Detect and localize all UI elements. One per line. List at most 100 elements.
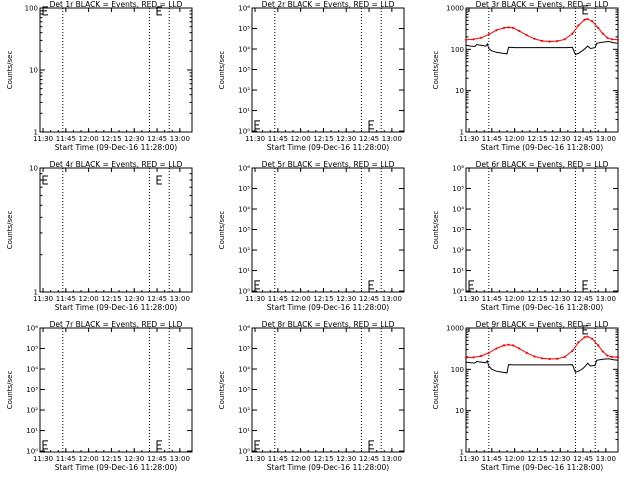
- x-tick-label: 13:00: [596, 295, 616, 303]
- x-tick-label: 11:45: [482, 135, 502, 143]
- lld-data-point: [610, 38, 614, 41]
- lld-data-point: [563, 38, 566, 41]
- x-tick-label: 12:00: [291, 455, 311, 463]
- lld-data-point: [507, 26, 510, 29]
- x-tick-label: 12:45: [359, 135, 379, 143]
- y-axis-label: Counts/sec: [432, 51, 440, 90]
- y-tick-label: 1: [34, 129, 38, 137]
- y-tick-label: 10⁵: [26, 345, 38, 353]
- plot-panel-4: Det 4r BLACK = Events, RED = LLD 11:30 11:…: [6, 160, 193, 312]
- event-marker: [582, 5, 589, 15]
- y-tick-label: 10⁶: [238, 165, 250, 173]
- plot-title: Det 1r BLACK = Events, RED = LLD: [50, 0, 183, 9]
- x-tick-label: 12:00: [505, 135, 525, 143]
- plot-panel-7: Det 7r BLACK = Events, RED = LLD 11:30 11:…: [6, 320, 193, 472]
- y-tick-label: 10⁰: [26, 448, 38, 456]
- x-tick-label: 13:00: [382, 295, 402, 303]
- plot-panel-2: Det 2r BLACK = Events, RED = LLD 11:30 11:…: [218, 0, 405, 152]
- x-tick-label: 12:00: [291, 295, 311, 303]
- plot-frame: [39, 167, 193, 293]
- x-tick-label: 12:45: [573, 135, 593, 143]
- x-tick-label: 12:30: [124, 135, 144, 143]
- lld-data-point: [487, 351, 490, 354]
- x-tick-label: 11:45: [268, 455, 288, 463]
- lld-data-point: [616, 356, 620, 359]
- y-axis-label: Counts/sec: [6, 51, 14, 90]
- lld-data-point: [512, 344, 515, 347]
- lld-data-point: [472, 38, 475, 41]
- y-tick-label: 10: [29, 67, 38, 75]
- lld-data-point: [540, 39, 544, 42]
- lld-data-point: [495, 29, 498, 32]
- x-axis-label: Start Time (09-Dec-16 11:28:00): [481, 303, 603, 312]
- lld-data-point: [586, 17, 589, 21]
- y-tick-label: 1: [460, 129, 464, 137]
- y-tick-label: 1: [460, 449, 464, 457]
- event-marker: [368, 120, 375, 130]
- x-axis-label: Start Time (09-Dec-16 11:28:00): [55, 463, 177, 472]
- lld-data-point: [577, 24, 580, 27]
- x-tick-label: 12:45: [359, 455, 379, 463]
- lld-data-point: [533, 355, 536, 358]
- x-tick-label: 12:45: [359, 295, 379, 303]
- y-tick-label: 10⁵: [238, 345, 250, 353]
- lld-data-point: [616, 38, 620, 41]
- y-tick-label: 10⁰: [238, 288, 250, 296]
- lld-data-point: [464, 38, 468, 41]
- x-tick-label: 13:00: [382, 455, 402, 463]
- y-tick-label: 10²: [452, 247, 464, 255]
- plot-panel-1: Det 1r BLACK = Events, RED = LLD 11:30 11:…: [6, 0, 193, 152]
- y-tick-label: 10: [455, 407, 464, 415]
- x-tick-label: 12:45: [573, 455, 593, 463]
- plot-title: Det 4r BLACK = Events, RED = LLD: [50, 160, 183, 169]
- plot-title: Det 7r BLACK = Events, RED = LLD: [50, 320, 183, 329]
- lld-data-point: [464, 356, 468, 359]
- lld-data-point: [591, 337, 594, 340]
- event-marker: [42, 440, 48, 450]
- x-tick-label: 13:00: [596, 455, 616, 463]
- y-tick-label: 10³: [238, 226, 250, 234]
- x-tick-label: 11:30: [459, 135, 479, 143]
- y-tick-label: 10²: [238, 87, 250, 95]
- x-tick-label: 12:30: [124, 295, 144, 303]
- lld-data-point: [583, 336, 586, 339]
- y-tick-label: 10¹: [238, 427, 250, 435]
- y-tick-label: 10⁶: [238, 5, 250, 13]
- x-axis-label: Start Time (09-Dec-16 11:28:00): [481, 463, 603, 472]
- plot-frame: [465, 7, 619, 133]
- event-marker: [368, 280, 375, 290]
- event-marker: [582, 325, 589, 335]
- lld-data-point: [525, 351, 528, 354]
- event-marker: [468, 280, 474, 290]
- plot-panel-6: Det 6r BLACK = Events, RED = LLD 11:30 11:…: [432, 160, 619, 312]
- y-axis-label: Counts/sec: [432, 371, 440, 410]
- lld-data-point: [571, 32, 574, 35]
- y-axis-label: Counts/sec: [218, 371, 226, 410]
- x-tick-label: 11:45: [56, 455, 76, 463]
- x-tick-label: 11:45: [268, 295, 288, 303]
- y-tick-label: 10¹: [238, 267, 250, 275]
- lld-data-point: [591, 20, 594, 23]
- y-tick-label: 10¹: [452, 267, 464, 275]
- y-axis-label: Counts/sec: [6, 371, 14, 410]
- plot-title: Det 5r BLACK = Events, RED = LLD: [262, 160, 395, 169]
- event-marker: [156, 440, 163, 450]
- x-tick-label: 12:30: [550, 135, 570, 143]
- x-tick-label: 13:00: [170, 455, 190, 463]
- lld-data-point: [533, 37, 536, 40]
- event-marker: [42, 6, 48, 16]
- lld-data-point: [518, 29, 521, 32]
- y-tick-label: 10⁶: [452, 165, 464, 173]
- y-tick-label: 10⁶: [238, 325, 250, 333]
- plot-panel-5: Det 5r BLACK = Events, RED = LLD 11:30 11:…: [218, 160, 405, 312]
- lld-data-point: [525, 34, 528, 37]
- x-tick-label: 12:30: [550, 455, 570, 463]
- plot-panel-9: Det 9r BLACK = Events, RED = LLD 11:30 11:…: [432, 320, 620, 472]
- y-tick-label: 10¹: [26, 427, 38, 435]
- lld-data-point: [583, 18, 586, 21]
- y-tick-label: 10²: [238, 247, 250, 255]
- series-line-events: [465, 358, 619, 374]
- y-tick-label: 10²: [26, 407, 38, 415]
- lld-data-point: [512, 26, 515, 30]
- lld-data-point: [606, 36, 609, 39]
